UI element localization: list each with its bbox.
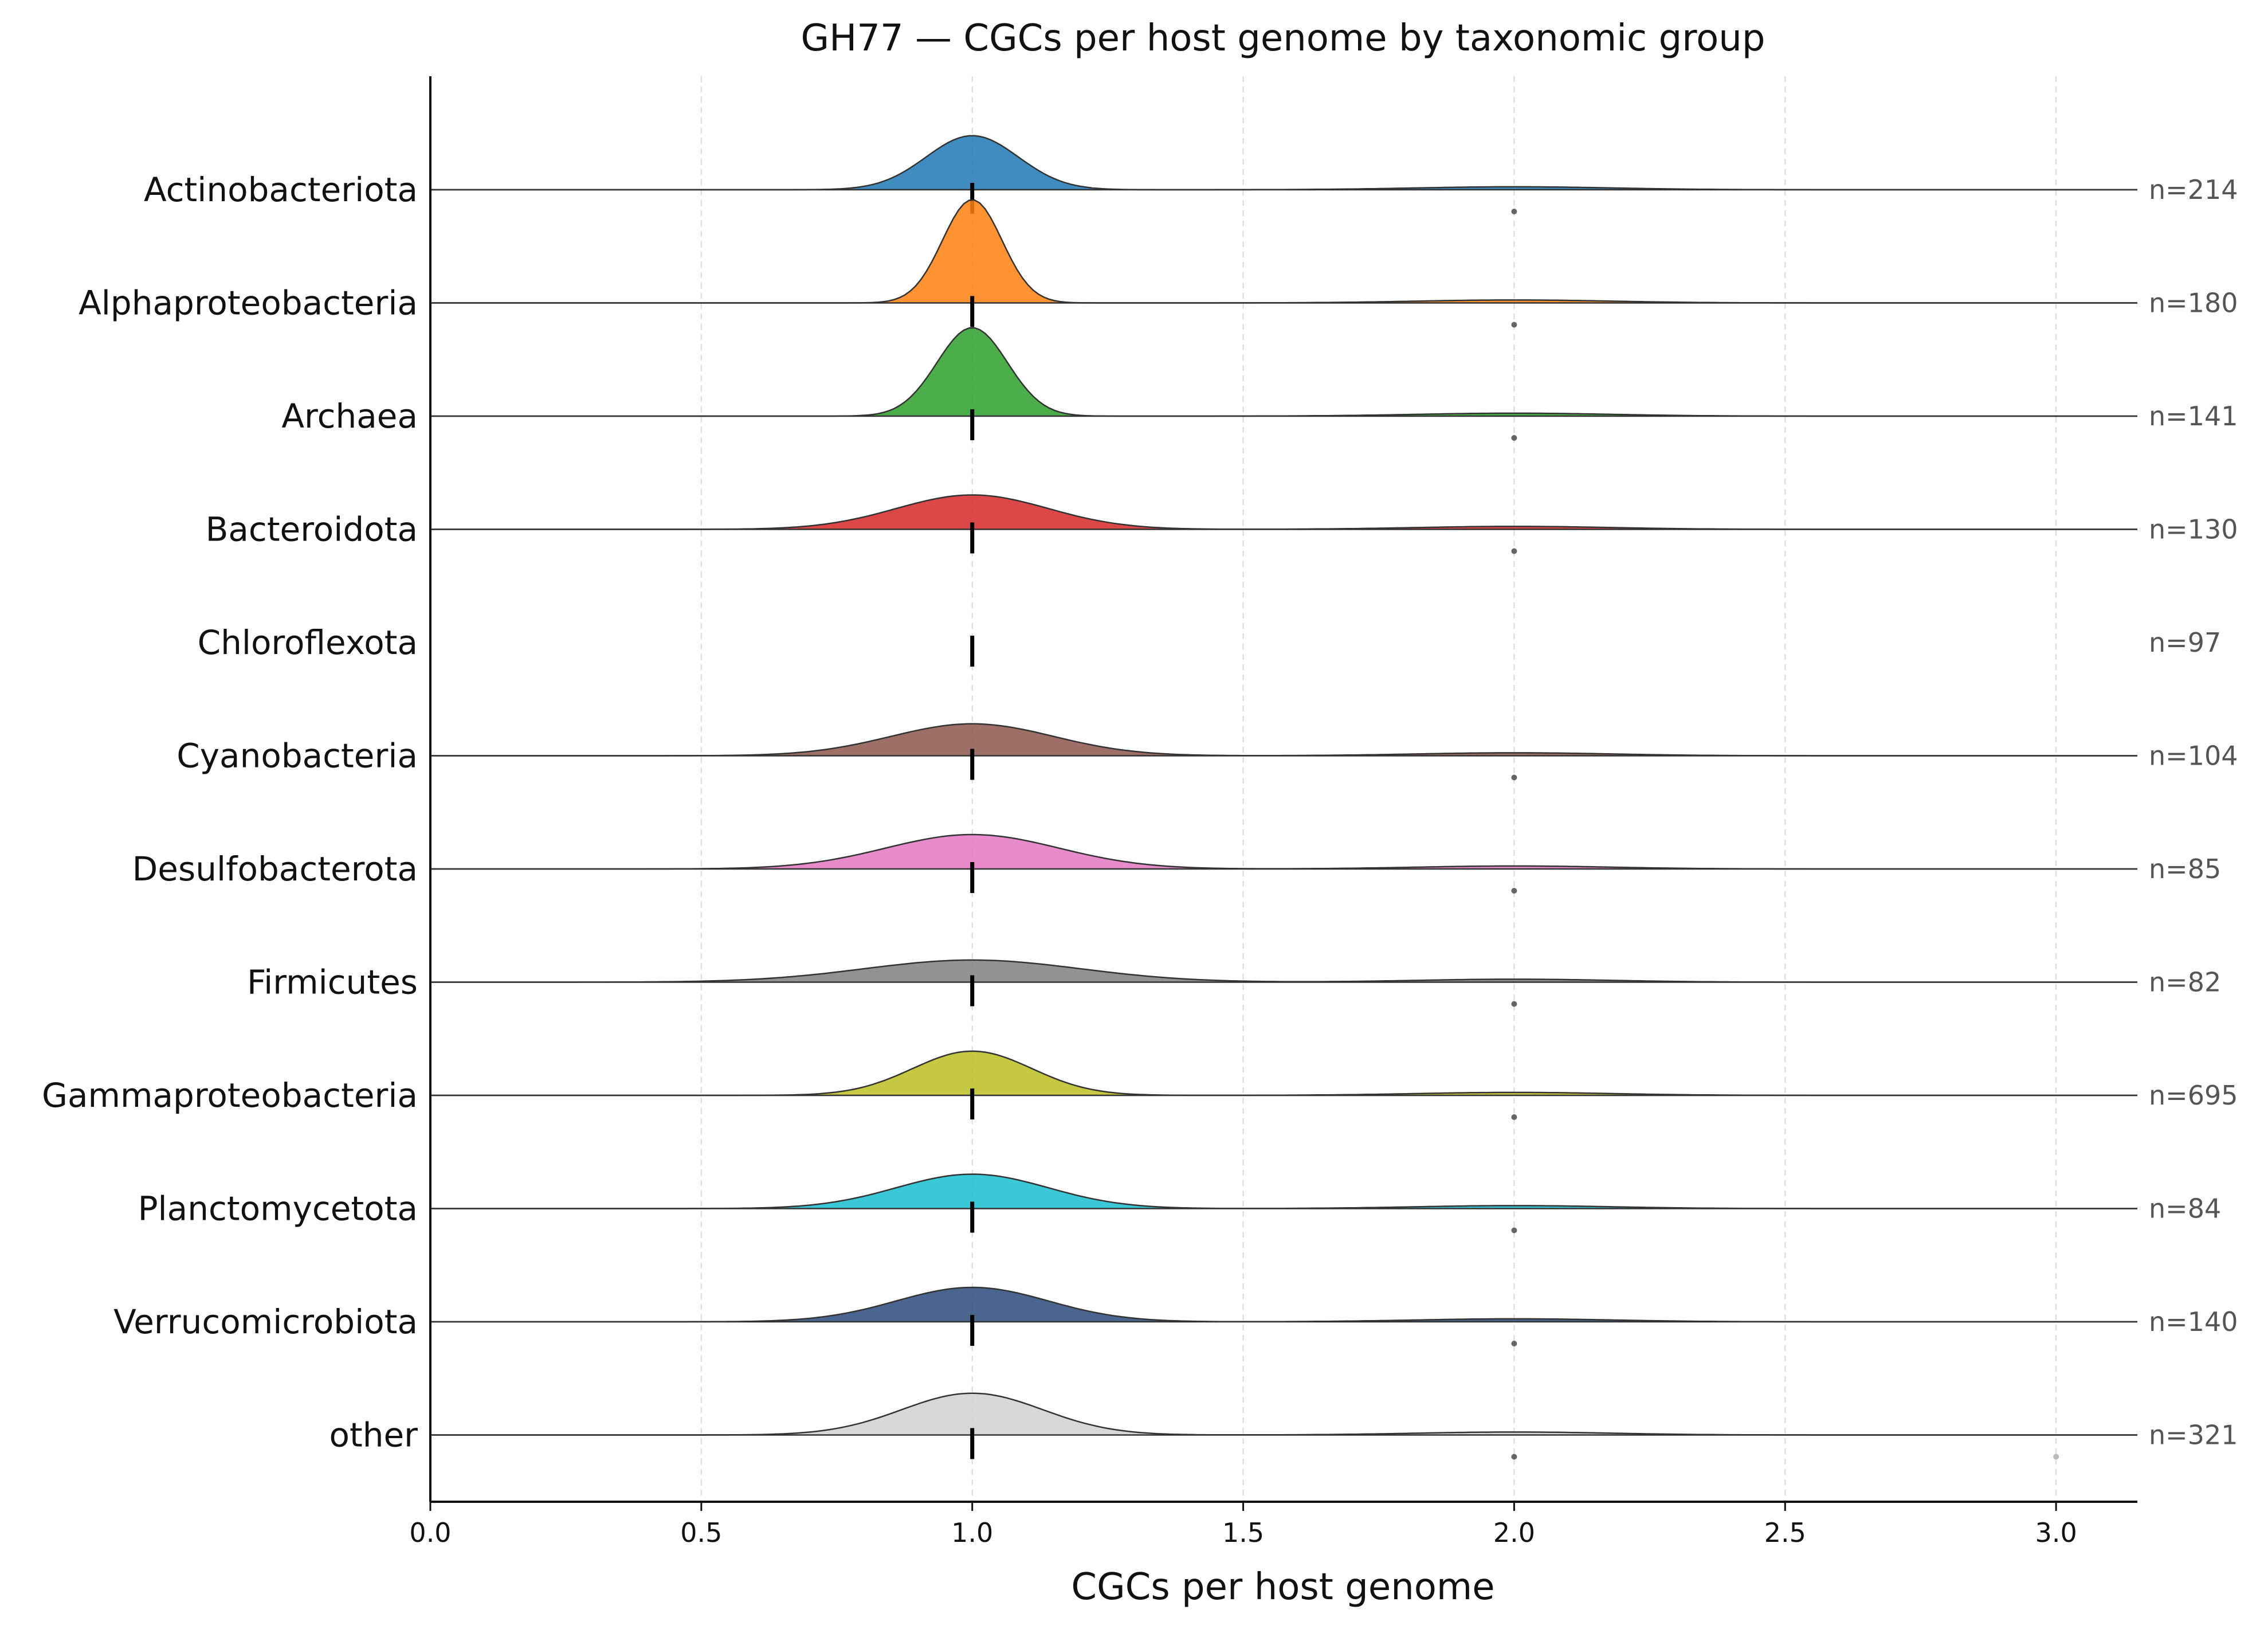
ridge-group bbox=[430, 1286, 2137, 1346]
outlier-point bbox=[1511, 435, 1517, 441]
x-tick-label: 0.0 bbox=[409, 1517, 451, 1548]
category-label: Chloroflexota bbox=[198, 623, 418, 662]
n-count-label: n=141 bbox=[2149, 401, 2238, 432]
outlier-point bbox=[2053, 1454, 2059, 1460]
x-tick-label: 2.0 bbox=[1493, 1517, 1535, 1548]
n-count-label: n=84 bbox=[2149, 1193, 2221, 1224]
category-label: Bacteroidota bbox=[206, 510, 418, 549]
x-tick-label: 1.5 bbox=[1222, 1517, 1264, 1548]
outlier-point bbox=[1511, 209, 1517, 214]
category-label: Actinobacteriota bbox=[144, 170, 418, 209]
density-fill bbox=[430, 723, 2137, 756]
category-label: Firmicutes bbox=[247, 963, 418, 1002]
label-layer: 0.0 0.5 1.0 1.5 2.0 2.5 3.0 Actinobacteriota n=2… bbox=[42, 170, 2238, 1548]
n-count-label: n=97 bbox=[2149, 627, 2221, 658]
outlier-point bbox=[1511, 1454, 1517, 1460]
category-label: other bbox=[329, 1416, 418, 1455]
ridge-group bbox=[430, 494, 2137, 554]
ridge-layer bbox=[430, 135, 2137, 1460]
category-label: Alphaproteobacteria bbox=[79, 284, 418, 323]
category-label: Archaea bbox=[281, 397, 418, 436]
x-tick-label: 0.5 bbox=[680, 1517, 722, 1548]
n-count-label: n=85 bbox=[2149, 853, 2221, 884]
n-count-label: n=140 bbox=[2149, 1306, 2238, 1337]
ridge-group bbox=[430, 1392, 2137, 1460]
outlier-point bbox=[1511, 774, 1517, 781]
x-axis-title: CGCs per host genome bbox=[1071, 1566, 1494, 1608]
chart-title: GH77 — CGCs per host genome by taxonomic… bbox=[801, 17, 1765, 60]
density-fill bbox=[430, 960, 2137, 982]
density-fill bbox=[430, 1174, 2137, 1209]
n-count-label: n=104 bbox=[2149, 741, 2238, 772]
outlier-point bbox=[1511, 1341, 1517, 1346]
category-label: Verrucomicrobiota bbox=[113, 1302, 418, 1341]
category-label: Planctomycetota bbox=[138, 1189, 418, 1228]
outlier-point bbox=[1511, 1114, 1517, 1120]
axes-layer bbox=[429, 76, 2137, 1511]
ridge-group bbox=[430, 959, 2137, 1007]
outlier-point bbox=[1511, 1227, 1517, 1234]
n-count-label: n=82 bbox=[2149, 967, 2221, 998]
density-fill bbox=[430, 1287, 2137, 1322]
density-fill bbox=[430, 495, 2137, 530]
category-label: Desulfobacterota bbox=[132, 849, 418, 888]
n-count-label: n=321 bbox=[2149, 1420, 2238, 1451]
category-label: Gammaproteobacteria bbox=[42, 1076, 418, 1115]
outlier-point bbox=[1511, 888, 1517, 894]
density-fill bbox=[430, 835, 2137, 869]
outlier-point bbox=[1511, 548, 1517, 554]
x-tick-label: 2.5 bbox=[1764, 1517, 1806, 1548]
x-tick-label: 3.0 bbox=[2035, 1517, 2077, 1548]
ridge-group bbox=[430, 327, 2137, 441]
ridge-group bbox=[430, 1050, 2137, 1120]
x-tick-label: 1.0 bbox=[951, 1517, 993, 1548]
outlier-point bbox=[1511, 1001, 1517, 1007]
ridge-group bbox=[430, 199, 2137, 328]
category-label: Cyanobacteria bbox=[176, 737, 418, 776]
n-count-label: n=695 bbox=[2149, 1080, 2238, 1111]
ridge-group bbox=[430, 833, 2137, 894]
ridge-group bbox=[430, 723, 2137, 781]
ridge-group bbox=[430, 1173, 2137, 1234]
n-count-label: n=214 bbox=[2149, 174, 2238, 205]
n-count-label: n=130 bbox=[2149, 514, 2238, 545]
n-count-label: n=180 bbox=[2149, 288, 2238, 319]
outlier-point bbox=[1511, 322, 1517, 328]
